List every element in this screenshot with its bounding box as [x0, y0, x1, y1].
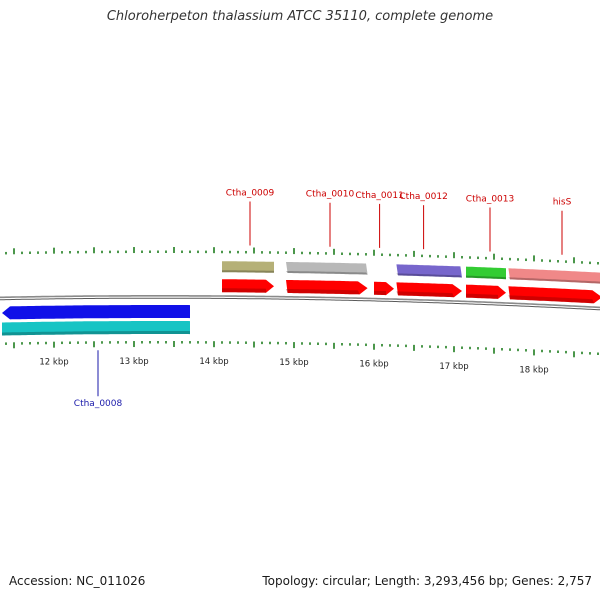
- cog-bar-shadow: [508, 277, 600, 284]
- gene-label: Ctha_0011: [355, 191, 403, 201]
- cds-arrow-shadow: [286, 289, 360, 295]
- cog-category-bar: [508, 268, 600, 284]
- cds-arrow: [2, 305, 190, 320]
- cog-category-bar: [466, 266, 506, 280]
- gene-label: Ctha_0010: [306, 190, 355, 200]
- cds-arrow: [374, 281, 394, 296]
- cds-arrow-shadow: [466, 293, 498, 299]
- cog-bar-shadow: [222, 270, 274, 273]
- cog-category-bar: [222, 261, 274, 273]
- cds-arrow-shadow: [508, 295, 594, 304]
- cds-arrow-shadow: [222, 288, 266, 293]
- gene-label: Ctha_0009: [226, 188, 275, 198]
- coordinate-label: 12 kbp: [39, 358, 68, 368]
- cds-arrow: [508, 286, 600, 304]
- gene-label: Ctha_0012: [399, 192, 447, 202]
- cog-category-bar: [2, 321, 190, 336]
- backbone-line: [0, 295, 600, 309]
- coordinate-label: 15 kbp: [279, 358, 308, 368]
- accession-label: Accession: NC_011026: [9, 574, 146, 588]
- cds-arrow-shadow: [396, 291, 454, 298]
- gene-label: Ctha_0013: [466, 195, 514, 205]
- coordinate-label: 14 kbp: [199, 357, 228, 367]
- coordinate-label: 13 kbp: [119, 357, 148, 367]
- cds-arrow: [396, 282, 462, 298]
- coordinate-label: 18 kbp: [519, 365, 548, 375]
- cds-arrow: [222, 279, 274, 293]
- cog-category-bar: [286, 262, 368, 275]
- cds-arrow: [286, 280, 368, 295]
- backbone-inner-line: [0, 297, 600, 311]
- cds-arrow: [466, 284, 506, 299]
- coordinate-label: 17 kbp: [439, 362, 468, 372]
- map-title: Chloroherpeton thalassium ATCC 35110, co…: [106, 9, 494, 24]
- cog-bar-shadow: [286, 271, 368, 275]
- cog-bar-shadow: [2, 331, 190, 336]
- genome-summary-label: Topology: circular; Length: 3,293,456 bp…: [262, 574, 592, 588]
- cog-category-bar: [396, 264, 462, 278]
- cog-bar-shadow: [466, 275, 506, 280]
- gene-label: Ctha_0008: [74, 399, 123, 409]
- gene-label: hisS: [553, 198, 572, 208]
- cds-arrow-shadow: [374, 290, 386, 296]
- cog-bar-shadow: [396, 273, 462, 278]
- coordinate-label: 16 kbp: [359, 360, 388, 370]
